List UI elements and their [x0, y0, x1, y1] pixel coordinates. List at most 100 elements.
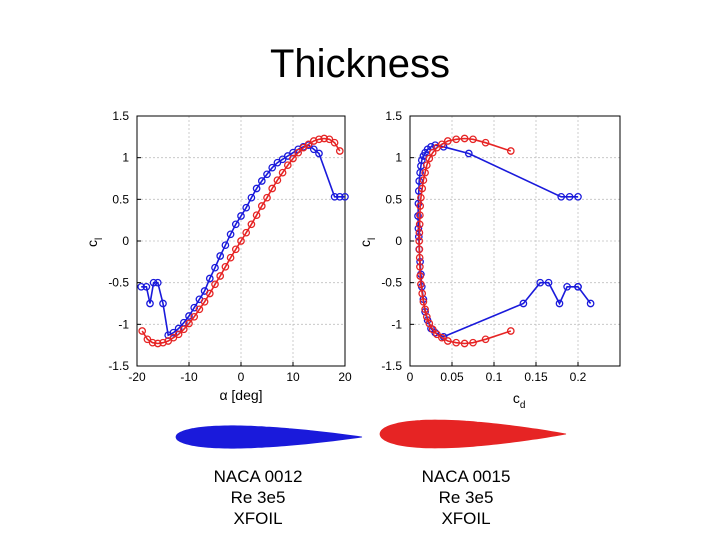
data-point: [179, 325, 188, 334]
data-point: [153, 278, 162, 287]
data-point: [137, 282, 146, 291]
x-tick-label: 0: [407, 370, 414, 384]
y-tick-label: 1.5: [112, 109, 129, 123]
data-point: [452, 135, 461, 144]
caption-solver: XFOIL: [441, 509, 491, 528]
caption-naca0012: NACA 0012 Re 3e5 XFOIL: [178, 466, 338, 529]
data-point: [149, 278, 158, 287]
airfoil-naca0015: [379, 419, 567, 449]
data-point: [164, 337, 173, 345]
data-point: [146, 299, 154, 308]
data-point: [428, 325, 437, 334]
data-point: [415, 245, 424, 254]
data-point: [417, 193, 425, 202]
data-point: [415, 220, 424, 229]
data-point: [335, 147, 344, 155]
data-point: [481, 335, 490, 344]
airfoil-shapes: [175, 419, 567, 449]
data-point: [544, 278, 553, 287]
data-point: [464, 149, 473, 158]
data-point: [174, 330, 183, 339]
data-point: [563, 282, 571, 291]
x-tick-label: -20: [128, 370, 146, 384]
x-tick-label: 0.2: [570, 370, 587, 384]
data-point: [586, 299, 595, 308]
data-point: [443, 337, 452, 345]
data-point: [148, 338, 157, 347]
data-point: [283, 161, 292, 170]
data-point: [415, 177, 424, 185]
data-point: [416, 211, 424, 220]
x-tick-label: 0.1: [486, 370, 503, 384]
data-point: [574, 192, 582, 201]
chart-cl-alpha: -20 -10 0 10 20 1.5 1 0.5 0 -0.5 -1 -1.5 α [deg] cl: [84, 109, 352, 403]
y-tick-label: 1.5: [385, 109, 402, 123]
caption-reynolds: Re 3e5: [230, 488, 286, 507]
data-point: [299, 143, 308, 152]
data-point: [418, 184, 427, 193]
data-point: [309, 145, 318, 154]
series-line-naca0015: [418, 137, 512, 345]
y-tick-label: -1: [391, 317, 402, 331]
x-axis-label-subscript: d: [520, 400, 526, 411]
data-point: [315, 149, 323, 158]
data-point: [425, 154, 434, 163]
data-point: [469, 338, 477, 347]
data-point: [216, 272, 225, 280]
caption-solver: XFOIL: [233, 509, 283, 528]
data-point: [273, 158, 282, 167]
data-point: [565, 192, 574, 201]
data-point: [574, 282, 582, 291]
data-point: [433, 330, 441, 339]
data-point: [294, 148, 303, 157]
y-tick-label: 1: [395, 151, 402, 165]
x-axis-label: α [deg]: [219, 387, 262, 403]
data-point: [263, 193, 271, 202]
data-point: [536, 278, 545, 287]
data-point: [278, 155, 287, 164]
x-tick-label: -10: [180, 370, 198, 384]
data-point: [415, 228, 424, 237]
x-tick-label: 20: [338, 370, 352, 384]
data-point: [268, 163, 277, 172]
data-point: [460, 134, 469, 143]
caption-airfoil-name: NACA 0012: [213, 467, 303, 486]
data-point: [555, 299, 564, 308]
data-point: [519, 299, 528, 308]
data-point: [452, 338, 461, 347]
y-tick-label: -1.5: [108, 359, 129, 373]
data-point: [416, 262, 424, 271]
data-point: [320, 134, 329, 143]
y-axis-label: cl: [357, 238, 378, 247]
data-point: [221, 241, 230, 250]
y-tick-label: 0.5: [385, 192, 402, 206]
data-point: [309, 137, 318, 145]
data-point: [481, 138, 490, 147]
data-point: [200, 297, 209, 306]
data-point: [416, 202, 425, 210]
data-point: [289, 154, 297, 163]
caption-airfoil-name: NACA 0015: [421, 467, 511, 486]
x-tick-label: 0.15: [524, 370, 548, 384]
data-point: [421, 305, 429, 314]
data-point: [159, 338, 167, 347]
data-point: [226, 253, 235, 262]
y-axis-label-subscript: l: [94, 238, 105, 240]
data-point: [335, 192, 344, 201]
y-tick-label: 1: [122, 151, 129, 165]
data-point: [143, 335, 152, 344]
data-point: [315, 135, 323, 144]
data-point: [185, 319, 193, 328]
data-point: [330, 138, 339, 147]
x-tick-label: 10: [286, 370, 300, 384]
data-point: [438, 140, 446, 149]
chart-cl-cd: 0 0.05 0.1 0.15 0.2 1.5 1 0.5 0 -0.5 -1 -1.5 cd cl: [357, 109, 621, 411]
y-axis-label: cl: [84, 238, 105, 247]
data-point: [237, 212, 245, 220]
data-point: [153, 339, 162, 348]
data-point: [268, 184, 277, 193]
x-axis-label: cd: [513, 390, 526, 411]
data-point: [425, 319, 434, 328]
airfoil-naca0012: [175, 425, 363, 449]
data-point: [422, 312, 431, 321]
